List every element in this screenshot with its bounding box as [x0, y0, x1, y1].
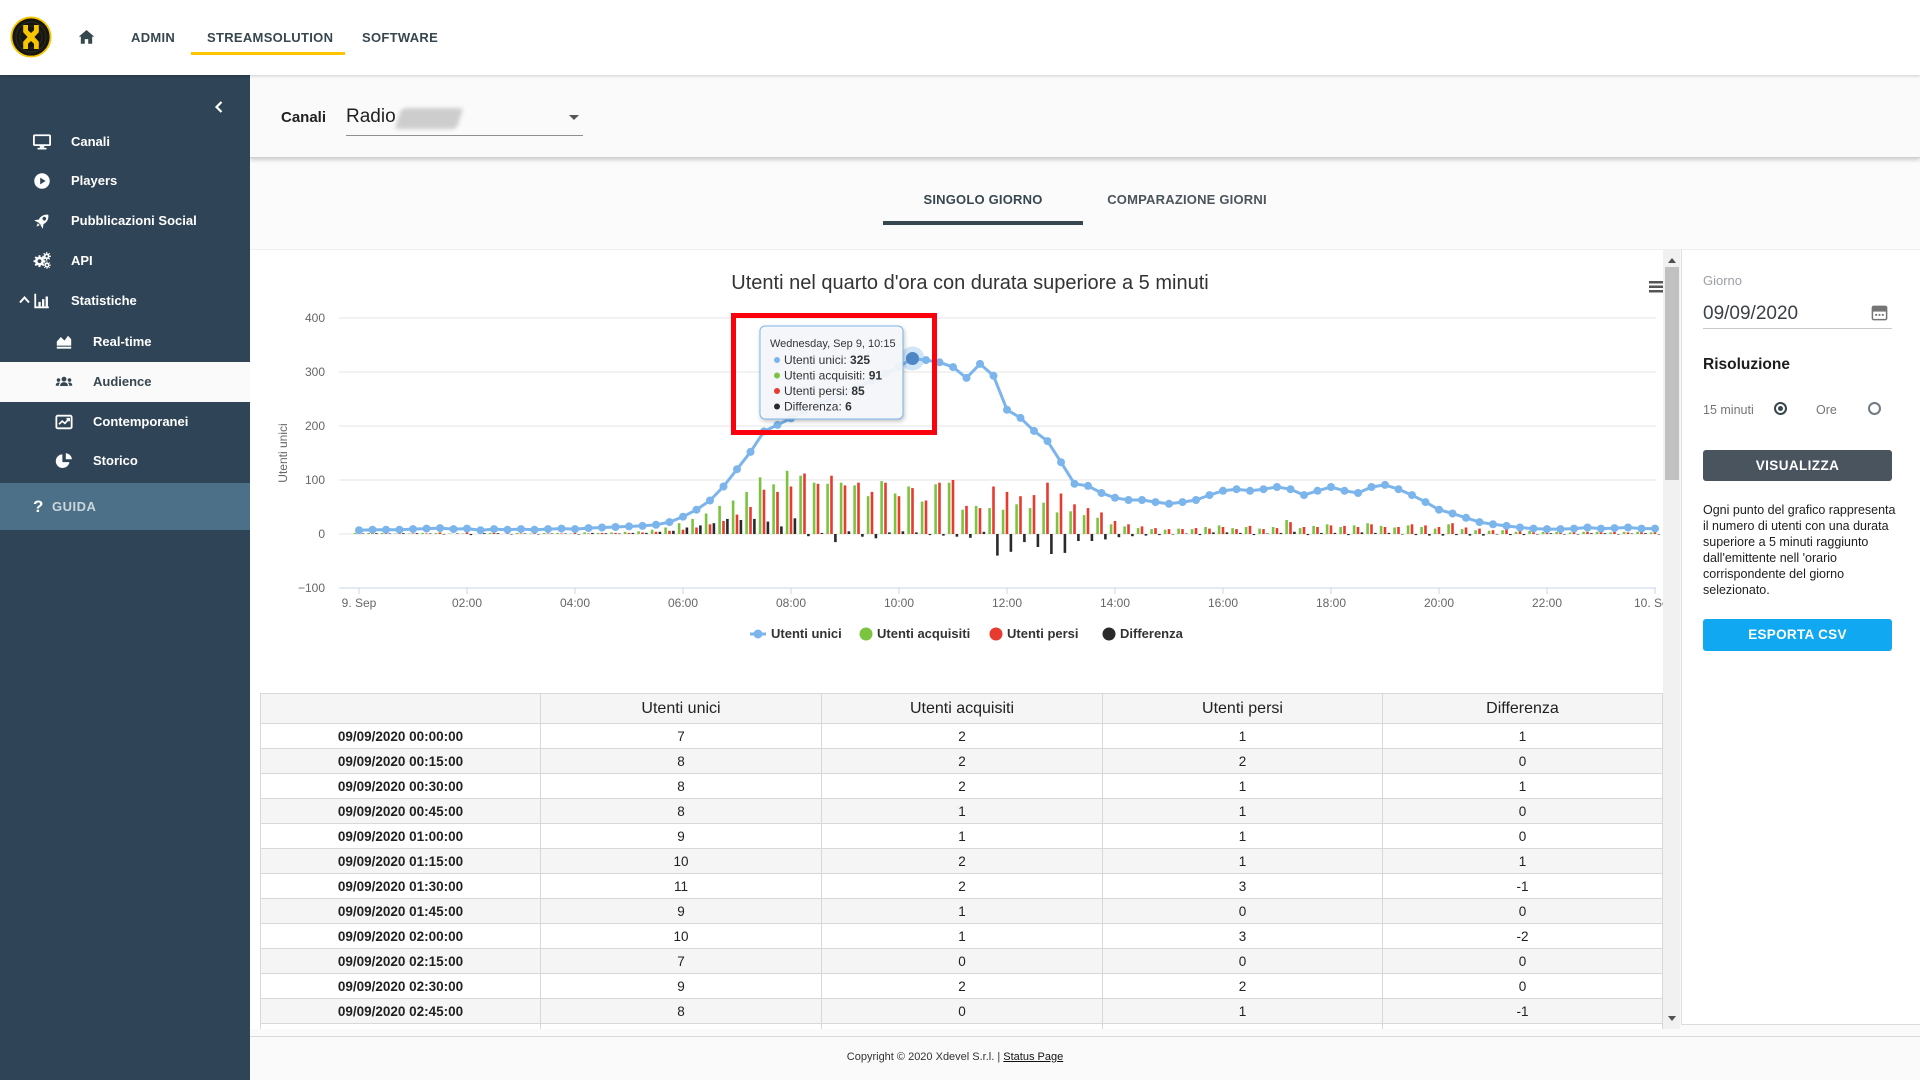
svg-text:12:00: 12:00 [992, 596, 1022, 610]
svg-text:10. Se: 10. Se [1634, 596, 1663, 610]
svg-text:04:00: 04:00 [560, 596, 590, 610]
svg-text:Utenti unici: Utenti unici [276, 423, 290, 482]
svg-text:10:00: 10:00 [884, 596, 914, 610]
svg-text:Utenti acquisiti: 91: Utenti acquisiti: 91 [784, 369, 882, 383]
svg-text:22:00: 22:00 [1532, 596, 1562, 610]
svg-text:16:00: 16:00 [1208, 596, 1238, 610]
svg-text:300: 300 [305, 365, 325, 379]
svg-text:9. Sep: 9. Sep [342, 596, 377, 610]
svg-text:200: 200 [305, 419, 325, 433]
svg-text:08:00: 08:00 [776, 596, 806, 610]
svg-text:02:00: 02:00 [452, 596, 482, 610]
svg-text:100: 100 [305, 473, 325, 487]
svg-text:Utenti unici: 325: Utenti unici: 325 [784, 353, 870, 367]
svg-text:Utenti nel quarto d'ora con du: Utenti nel quarto d'ora con durata super… [731, 272, 1208, 294]
svg-text:20:00: 20:00 [1424, 596, 1454, 610]
svg-text:0: 0 [318, 527, 325, 541]
svg-text:06:00: 06:00 [668, 596, 698, 610]
svg-text:Wednesday, Sep 9, 10:15: Wednesday, Sep 9, 10:15 [770, 338, 896, 350]
svg-text:Differenza: 6: Differenza: 6 [784, 400, 852, 414]
svg-text:Differenza: Differenza [1120, 626, 1184, 641]
svg-text:Utenti persi: Utenti persi [1007, 626, 1079, 641]
svg-text:18:00: 18:00 [1316, 596, 1346, 610]
svg-text:14:00: 14:00 [1100, 596, 1130, 610]
svg-text:Utenti acquisiti: Utenti acquisiti [877, 626, 970, 641]
svg-text:Utenti unici: Utenti unici [771, 626, 842, 641]
svg-text:400: 400 [305, 311, 325, 325]
svg-text:−100: −100 [298, 581, 325, 595]
svg-text:Utenti persi: 85: Utenti persi: 85 [784, 384, 865, 398]
